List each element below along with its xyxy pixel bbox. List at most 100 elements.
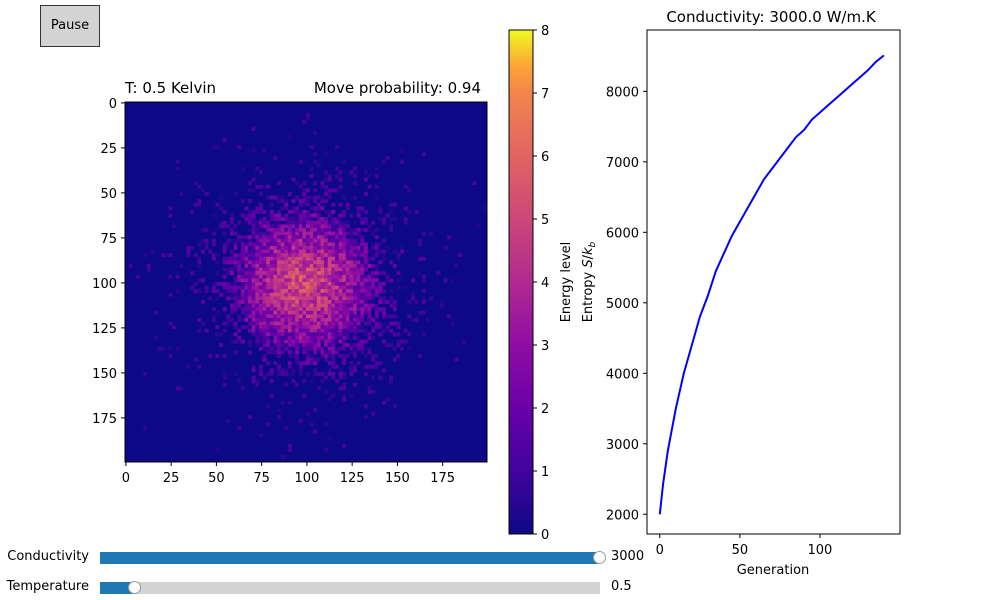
heatmap-cell	[280, 372, 285, 376]
heatmap-cell	[360, 217, 365, 222]
heatmap-cell	[374, 235, 379, 240]
heatmap-cell	[306, 361, 310, 366]
heatmap-cell	[382, 296, 386, 301]
pause-button[interactable]: Pause	[40, 5, 100, 47]
heatmap-cell	[284, 296, 289, 301]
heatmap-cell	[302, 188, 307, 193]
heatmap-cell	[287, 224, 292, 229]
heatmap-cell	[280, 256, 285, 261]
heatmap-cell	[291, 242, 296, 247]
heatmap-cell	[324, 278, 329, 283]
heatmap-cell	[360, 314, 365, 319]
heatmap-cell	[331, 231, 336, 236]
heatmap-cell	[374, 267, 379, 272]
heatmap-cell	[327, 336, 332, 340]
heatmap-cell	[295, 206, 300, 211]
heatmap-cell	[244, 282, 249, 286]
heatmap-cell	[371, 264, 376, 268]
heatmap-cell	[255, 231, 260, 236]
heatmap-cell	[197, 202, 202, 207]
heatmap-cell	[363, 177, 368, 182]
heatmap-cell	[374, 271, 379, 276]
heatmap-cell	[219, 282, 224, 286]
heatmap-cell	[342, 303, 347, 308]
heatmap-cell	[269, 318, 274, 322]
heatmap-cell	[291, 368, 296, 373]
conductivity-slider-handle[interactable]	[593, 551, 606, 564]
heatmap-cell	[309, 206, 314, 211]
heatmap-cell	[258, 321, 263, 326]
heatmap-cell	[277, 195, 281, 200]
heatmap-cell	[284, 213, 289, 218]
heatmap-cell	[320, 253, 325, 258]
heatmap-cell	[186, 364, 191, 369]
heatmap-cell	[345, 296, 350, 301]
heatmap-cell	[251, 213, 256, 218]
heatmap-cell	[353, 343, 357, 348]
heatmap-cell	[353, 228, 357, 232]
heatmap-cell	[363, 415, 368, 420]
heatmap-y-tick-label: 100	[92, 277, 117, 292]
heatmap-cell	[244, 235, 249, 240]
heatmap-cell	[353, 332, 357, 337]
heatmap-cell	[287, 307, 292, 312]
heatmap-cell	[143, 426, 148, 430]
heatmap-cell	[356, 314, 361, 319]
heatmap-cell	[334, 274, 339, 279]
heatmap-cell	[331, 228, 336, 232]
heatmap-cell	[255, 307, 260, 312]
heatmap-cell	[360, 292, 365, 297]
heatmap-cell	[222, 375, 227, 380]
heatmap-cell	[244, 220, 249, 225]
heatmap-cell	[316, 202, 321, 207]
heatmap-cell	[306, 224, 310, 229]
heatmap-cell	[421, 310, 426, 315]
heatmap-cell	[338, 300, 343, 304]
heatmap-cell	[258, 202, 263, 207]
heatmap-cell	[324, 267, 329, 272]
heatmap-cell	[331, 217, 336, 222]
heatmap-cell	[226, 242, 231, 247]
heatmap-cell	[251, 364, 256, 369]
heatmap-cell	[168, 292, 173, 297]
heatmap-cell	[146, 267, 151, 272]
heatmap-cell	[302, 292, 307, 297]
heatmap-cell	[324, 210, 329, 214]
conductivity-slider[interactable]	[100, 551, 606, 564]
heatmap-cell	[313, 256, 318, 261]
heatmap-cell	[284, 228, 289, 232]
heatmap-cell	[306, 278, 310, 283]
heatmap-cell	[190, 210, 195, 214]
heatmap-cell	[396, 253, 401, 258]
heatmap-cell	[269, 253, 274, 258]
heatmap-cell	[179, 264, 184, 268]
heatmap-cell	[356, 271, 361, 276]
heatmap-cell	[327, 282, 332, 286]
heatmap-cell	[320, 289, 325, 294]
heatmap-cell	[342, 321, 347, 326]
heatmap-cell	[342, 328, 347, 333]
heatmap-cell	[266, 310, 271, 315]
heatmap-cell	[287, 314, 292, 319]
heatmap-cell	[313, 332, 318, 337]
heatmap-cell	[306, 350, 310, 355]
heatmap-cell	[360, 346, 365, 351]
heatmap-cell	[284, 260, 289, 265]
heatmap-cell	[298, 235, 303, 240]
heatmap-cell	[396, 339, 401, 344]
temperature-slider-handle[interactable]	[128, 581, 141, 594]
heatmap-cell	[313, 328, 318, 333]
heatmap-cell	[356, 346, 361, 351]
heatmap-cell	[266, 231, 271, 236]
heatmap-cell	[316, 328, 321, 333]
heatmap-cell	[396, 256, 401, 261]
heatmap-cell	[262, 278, 267, 283]
heatmap-cell	[360, 285, 365, 290]
heatmap-cell	[284, 325, 289, 330]
heatmap-cell	[215, 296, 220, 301]
temperature-slider[interactable]	[100, 581, 600, 594]
heatmap-cell	[353, 285, 357, 290]
heatmap-cell	[367, 346, 372, 351]
heatmap-cell	[233, 278, 238, 283]
heatmap-cell	[331, 314, 336, 319]
